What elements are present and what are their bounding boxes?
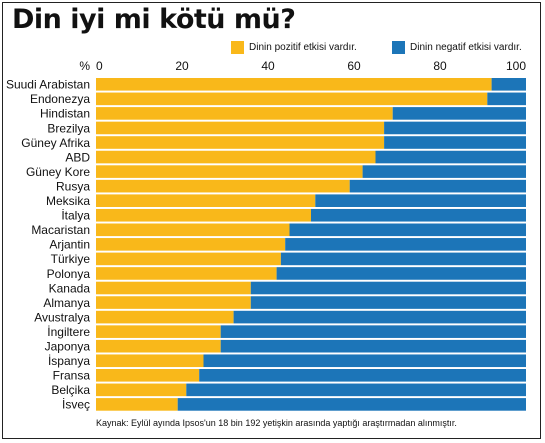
bar-positive — [96, 281, 251, 295]
x-tick-label: 40 — [261, 59, 275, 73]
bar-positive — [96, 223, 290, 237]
x-tick-label: 0 — [96, 59, 103, 73]
bar-positive — [96, 107, 393, 120]
category-label: Polonya — [47, 267, 91, 281]
category-label: Fransa — [53, 369, 91, 383]
bar-positive — [96, 398, 178, 411]
bar-positive — [96, 339, 221, 353]
legend-item-negative: Dinin negatif etkisi vardır. — [392, 40, 522, 54]
bar-negative — [233, 310, 526, 324]
category-label: İngiltere — [47, 325, 90, 339]
bar-positive — [96, 136, 385, 149]
x-tick-label: 60 — [347, 59, 361, 73]
bar-negative — [362, 165, 526, 178]
x-tick-label: 20 — [175, 59, 189, 73]
chart-title: Din iyi mi kötü mü? — [12, 4, 296, 35]
category-label: Rusya — [56, 179, 90, 193]
bar-negative — [220, 339, 526, 353]
bar-negative — [250, 296, 527, 309]
bar-negative — [199, 369, 526, 382]
category-label: Hindistan — [40, 107, 90, 121]
bar-negative — [250, 281, 527, 295]
category-label: Güney Afrika — [21, 136, 90, 150]
category-label: Belçika — [51, 383, 90, 397]
category-label: Japonya — [45, 340, 91, 354]
bar-positive — [96, 165, 363, 178]
legend-swatch-negative — [392, 40, 405, 54]
bar-positive — [96, 92, 488, 106]
category-label: ABD — [65, 150, 90, 164]
bar-negative — [203, 354, 526, 368]
x-tick-label: 100 — [506, 59, 526, 73]
category-label: Brezilya — [47, 121, 90, 135]
bar-positive — [96, 310, 234, 324]
bar-negative — [280, 252, 526, 266]
bar-negative — [375, 150, 526, 164]
bar-negative — [276, 267, 526, 280]
category-label: Meksika — [46, 194, 90, 208]
bar-positive — [96, 150, 376, 164]
bar-negative — [177, 398, 526, 411]
bar-negative — [220, 325, 526, 338]
category-label: Endonezya — [30, 92, 90, 106]
bar-negative — [384, 121, 526, 135]
bar-positive — [96, 208, 311, 222]
category-label: Avustralya — [34, 310, 90, 324]
category-label: Kanada — [49, 281, 91, 295]
bar-positive — [96, 267, 277, 280]
bar-positive — [96, 252, 281, 266]
bar-negative — [315, 194, 526, 207]
source-note: Kaynak: Eylül ayında Ipsos'un 18 bin 192… — [96, 418, 457, 428]
bar-positive — [96, 194, 316, 207]
category-label: İspanya — [48, 354, 90, 368]
bar-negative — [285, 238, 526, 251]
x-tick-label: 80 — [433, 59, 447, 73]
bar-negative — [289, 223, 526, 237]
bar-negative — [491, 78, 526, 91]
bar-negative — [487, 92, 526, 106]
bar-negative — [392, 107, 526, 120]
bar-negative — [349, 179, 526, 193]
bar-positive — [96, 296, 251, 309]
bar-positive — [96, 383, 187, 397]
legend-label-negative: Dinin negatif etkisi vardır. — [410, 41, 522, 53]
bar-positive — [96, 238, 286, 251]
bar-negative — [311, 208, 526, 222]
legend-item-positive: Dinin pozitif etkisi vardır. — [231, 40, 357, 54]
bar-negative — [186, 383, 527, 397]
category-label: Almanya — [43, 296, 90, 310]
category-label: İtalya — [61, 209, 90, 223]
bar-positive — [96, 369, 200, 382]
bar-negative — [384, 136, 526, 149]
bar-positive — [96, 325, 221, 338]
category-label: Türkiye — [51, 252, 91, 266]
bar-positive — [96, 179, 350, 193]
axis-unit-label: % — [79, 59, 90, 73]
category-label: Suudi Arabistan — [6, 78, 90, 92]
legend-swatch-positive — [231, 40, 244, 54]
legend-label-positive: Dinin pozitif etkisi vardır. — [249, 41, 357, 53]
category-label: Güney Kore — [26, 165, 90, 179]
bar-positive — [96, 78, 492, 91]
category-label: Arjantin — [49, 238, 90, 252]
category-label: Macaristan — [31, 223, 90, 237]
bar-positive — [96, 121, 385, 135]
bar-positive — [96, 354, 204, 368]
category-label: İsveç — [62, 398, 90, 412]
